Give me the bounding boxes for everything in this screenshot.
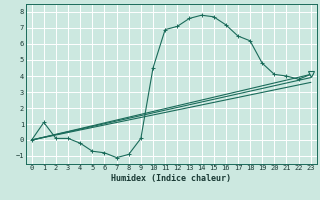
X-axis label: Humidex (Indice chaleur): Humidex (Indice chaleur)	[111, 174, 231, 183]
